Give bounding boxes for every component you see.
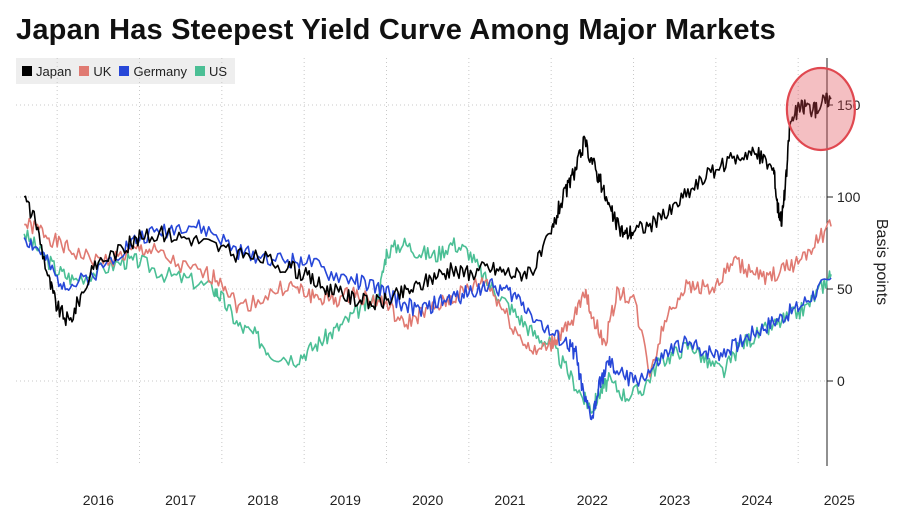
y-tick-label: 50: [837, 281, 853, 297]
legend-swatch-us: [194, 66, 205, 76]
legend-item-uk: UK: [79, 64, 111, 79]
legend-swatch-uk: [79, 66, 90, 76]
legend: Japan UK Germany US: [16, 58, 236, 84]
x-tick-label: 2016: [83, 492, 114, 508]
y-axis-label: Basis points: [873, 219, 890, 305]
x-tick-label: 2023: [659, 492, 690, 508]
highlight-circle: [785, 66, 856, 152]
x-tick-label: 2021: [494, 492, 525, 508]
x-tick-label: 2022: [577, 492, 608, 508]
x-tick-label: 2019: [330, 492, 361, 508]
legend-item-japan: Japan: [22, 64, 71, 79]
series-line-germany: [23, 219, 832, 421]
legend-item-germany: Germany: [119, 63, 187, 79]
x-tick-label: 2024: [741, 492, 772, 508]
x-tick-label: 2018: [247, 492, 278, 508]
x-tick-label: 2025: [824, 492, 855, 508]
legend-swatch-germany: [119, 66, 130, 76]
chart-title: Japan Has Steepest Yield Curve Among Maj…: [16, 14, 776, 46]
legend-label-us: US: [208, 63, 228, 79]
x-tick-label: 2020: [412, 492, 443, 508]
y-tick-label: 100: [837, 189, 861, 205]
legend-label-uk: UK: [93, 63, 112, 79]
legend-item-us: US: [194, 63, 228, 79]
legend-label-germany: Germany: [133, 63, 187, 79]
series-line-japan: [23, 92, 832, 327]
x-tick-label: 2017: [165, 492, 196, 508]
legend-label-japan: Japan: [36, 63, 72, 79]
legend-swatch-japan: [22, 66, 32, 76]
series-line-us: [23, 229, 832, 414]
series-line-uk: [24, 217, 832, 378]
y-tick-label: 0: [837, 373, 845, 389]
